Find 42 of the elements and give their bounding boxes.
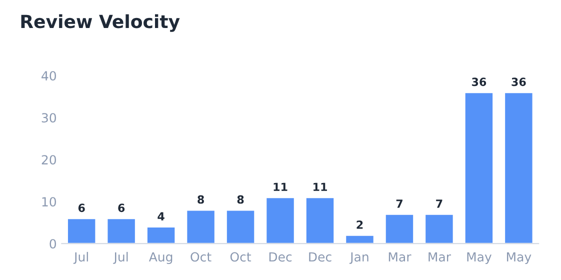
chart-title: Review Velocity — [21, 14, 180, 32]
bar — [66, 218, 97, 244]
bar — [186, 209, 216, 244]
bar — [504, 92, 534, 244]
data-label: 2 — [356, 220, 363, 229]
y-tick-label: 20 — [42, 155, 56, 165]
bar — [305, 196, 336, 244]
y-tick-label: 0 — [50, 239, 56, 249]
data-label: 11 — [314, 182, 327, 191]
x-tick-label: Jul — [73, 252, 88, 264]
x-tick-label: May — [506, 252, 532, 264]
x-tick-label: Oct — [190, 252, 212, 262]
data-label: 36 — [472, 78, 486, 86]
data-label: 8 — [198, 195, 204, 204]
data-label: 6 — [118, 204, 125, 212]
bar — [464, 92, 494, 244]
data-label: 7 — [436, 200, 442, 208]
bar — [146, 226, 176, 244]
y-tick-label: 30 — [42, 113, 56, 123]
y-tick-label: 40 — [42, 71, 56, 81]
data-label: 36 — [512, 78, 526, 86]
bar — [265, 196, 296, 244]
x-tick-label: Dec — [309, 252, 332, 262]
x-tick-label: Aug — [148, 252, 172, 264]
bar — [424, 214, 454, 244]
x-tick-label: Dec — [269, 252, 292, 262]
data-label: 4 — [158, 212, 164, 220]
data-label: 11 — [274, 182, 288, 191]
x-tick-label: Mar — [428, 252, 452, 262]
data-label: 7 — [396, 200, 402, 208]
bar — [226, 209, 256, 244]
data-label: 6 — [78, 204, 85, 212]
x-tick-label: Mar — [388, 252, 412, 262]
bar — [384, 214, 414, 244]
x-tick-label: Jul — [113, 252, 128, 264]
x-tick-label: May — [467, 252, 492, 264]
y-tick-label: 10 — [42, 197, 56, 207]
bar — [106, 218, 136, 244]
data-label: 8 — [237, 195, 244, 204]
x-tick-label: Oct — [230, 252, 252, 262]
x-tick-label: Jan — [349, 252, 368, 264]
bar — [344, 234, 375, 244]
